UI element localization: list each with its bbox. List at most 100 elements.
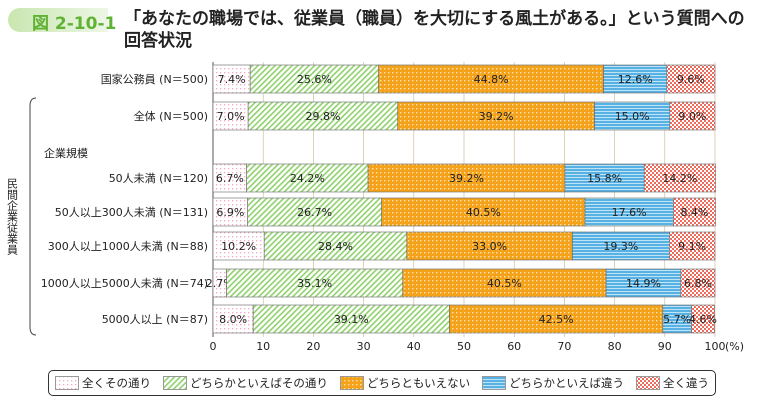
data-label: 35.1%	[297, 277, 332, 290]
bar-segment	[666, 64, 716, 94]
data-label: 5.7%	[663, 313, 691, 326]
legend-label: 全くその通り	[81, 376, 151, 390]
bar-segment	[669, 231, 716, 261]
x-tick-label: 80	[608, 340, 622, 353]
group-label: 民間企業従業員	[6, 178, 19, 256]
data-label: 12.6%	[618, 73, 653, 86]
data-label: 10.2%	[221, 240, 256, 253]
data-label: 28.4%	[318, 240, 353, 253]
legend-swatch	[339, 376, 364, 390]
data-label: 14.2%	[662, 172, 697, 185]
data-label: 9.0%	[678, 110, 706, 123]
bar-segment	[212, 231, 265, 261]
bar-segment	[669, 101, 716, 131]
data-label: 8.4%	[680, 206, 708, 219]
category-label: 300人以上1000人未満 (N＝88)	[48, 240, 208, 253]
data-label: 4.6%	[689, 313, 717, 326]
bar-segment	[662, 304, 692, 334]
x-tick-label: 40	[407, 340, 421, 353]
data-label: 9.6%	[677, 73, 705, 86]
bar-segment	[564, 163, 645, 193]
legend-swatch	[162, 376, 187, 390]
data-label: 15.8%	[587, 172, 622, 185]
data-label: 8.0%	[219, 313, 247, 326]
data-label: 26.7%	[297, 206, 332, 219]
category-label: 国家公務員 (N＝500)	[101, 72, 208, 86]
legend-label: どちらかといえば違う	[509, 376, 625, 390]
bar-segment	[212, 64, 251, 94]
bar-segment	[378, 64, 604, 94]
bar-segment	[212, 197, 248, 227]
category-label: 50人以上300人未満 (N＝131)	[55, 206, 208, 219]
x-tick-label: 0	[210, 340, 217, 353]
data-label: 9.1%	[678, 240, 706, 253]
bar-segment	[263, 231, 408, 261]
bar-segment	[212, 304, 254, 334]
data-label: 39.1%	[334, 313, 369, 326]
legend-label: どちらかといえばその通り	[189, 376, 328, 390]
data-label: 39.2%	[479, 110, 514, 123]
data-label: 6.8%	[684, 277, 712, 290]
legend-swatch	[636, 376, 660, 390]
bar-segment	[680, 268, 716, 298]
data-label: 19.3%	[603, 240, 638, 253]
bar-segment	[449, 304, 664, 334]
legend-item: 全くその通り	[54, 375, 151, 391]
x-unit: (%)	[725, 340, 744, 353]
legend-label: どちらともいえない	[366, 376, 471, 390]
data-label: 42.5%	[539, 313, 574, 326]
x-tick-label: 90	[658, 340, 672, 353]
data-label: 6.7%	[216, 172, 244, 185]
legend-label: 全く違う	[663, 376, 709, 390]
bar-chart: 0 10 20 30 40 50 60 70 80 90 100 (%) 国家公務員 (N＝500) 7.…	[6, 62, 744, 353]
x-tick-label: 100	[705, 340, 726, 353]
legend-swatch	[482, 376, 507, 390]
legend-item: どちらかといえばその通り	[162, 375, 328, 391]
data-label: 24.2%	[290, 172, 325, 185]
x-tick-label: 60	[507, 340, 521, 353]
bar-segment	[406, 231, 573, 261]
bar-segment	[247, 197, 382, 227]
bar-segment	[252, 304, 450, 334]
bar-segment	[643, 163, 716, 193]
bar-segment	[381, 197, 586, 227]
data-label: 25.6%	[297, 73, 332, 86]
data-label: 15.0%	[615, 110, 650, 123]
data-label: 7.0%	[217, 110, 245, 123]
data-label: 40.5%	[466, 206, 501, 219]
x-tick-label: 50	[457, 340, 471, 353]
figure-number: 図 2-10-1	[32, 14, 117, 34]
data-label: 17.6%	[612, 206, 647, 219]
x-tick-label: 20	[306, 340, 320, 353]
data-label: 33.0%	[472, 240, 507, 253]
data-label: 6.9%	[216, 206, 244, 219]
chart-title: 「あなたの職場では、従業員（職員）を大切にする風土がある。」という質問への回答状…	[124, 9, 745, 51]
category-label: 全体 (N＝500)	[134, 109, 208, 123]
figure-badge	[8, 8, 108, 32]
bar-segment	[212, 163, 247, 193]
legend: 全くその通り どちらかといえばその通り どちらともいえない どちらかといえば違う 全く違…	[48, 370, 716, 396]
data-label: 40.5%	[487, 277, 522, 290]
category-label: 5000人以上 (N＝87)	[102, 313, 208, 326]
legend-item: 全く違う	[636, 375, 709, 391]
data-label: 7.4%	[218, 73, 246, 86]
bar-segment	[605, 268, 682, 298]
data-label: 14.9%	[626, 277, 661, 290]
bar-segment	[594, 101, 671, 131]
x-tick-label: 10	[256, 340, 270, 353]
subgroup-label: 企業規模	[44, 146, 88, 160]
group-bracket	[29, 97, 37, 336]
category-label: 1000人以上5000人未満 (N＝74)	[41, 277, 208, 290]
legend-item: どちらかといえば違う	[482, 375, 624, 391]
legend-item: どちらともいえない	[339, 375, 471, 391]
data-label: 29.8%	[305, 110, 340, 123]
bar-segment	[226, 268, 404, 298]
x-tick-label: 70	[557, 340, 571, 353]
bar-segment	[212, 101, 249, 131]
bar-segment	[584, 197, 674, 227]
bar-segment	[397, 101, 595, 131]
x-tick-label: 30	[357, 340, 371, 353]
legend-swatch	[54, 376, 79, 390]
bar-segment	[673, 197, 716, 227]
data-label: 39.2%	[449, 172, 484, 185]
